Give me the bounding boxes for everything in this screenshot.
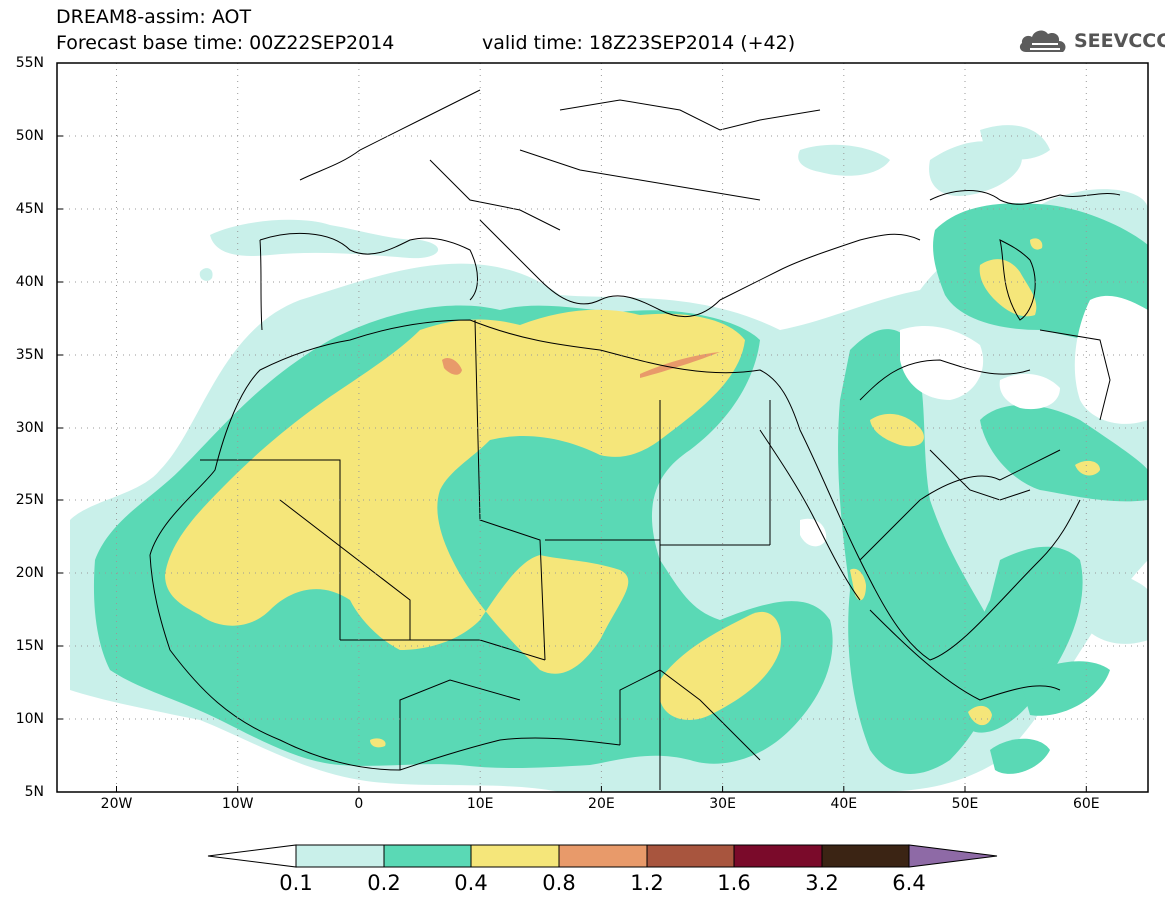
lat-label-30n: 30N — [15, 420, 44, 436]
lat-label-50n: 50N — [15, 128, 44, 144]
map-title: DREAM8-assim: AOT — [56, 6, 252, 28]
seevccc-logo: SEEVCCC — [1018, 22, 1165, 58]
colorbar-bin-4 — [558, 844, 648, 868]
colorbar-label-1.2: 1.2 — [630, 871, 664, 895]
logo-text: SEEVCCC — [1074, 30, 1165, 52]
colorbar-low-triangle — [207, 844, 297, 868]
lon-label-20w: 20W — [100, 796, 133, 812]
lat-label-25n: 25N — [15, 492, 44, 508]
colorbar-label-0.4: 0.4 — [454, 871, 488, 895]
aot-contours — [70, 125, 1148, 792]
colorbar-label-1.6: 1.6 — [717, 871, 751, 895]
colorbar — [207, 844, 998, 868]
colorbar-high-triangle — [908, 844, 998, 868]
lon-label-50e: 50E — [951, 796, 979, 812]
lon-label-10e: 10E — [466, 796, 494, 812]
colorbar-bin-6 — [733, 844, 823, 868]
colorbar-label-0.1: 0.1 — [279, 871, 313, 895]
colorbar-label-6.4: 6.4 — [892, 871, 926, 895]
lon-label-0: 0 — [354, 796, 364, 812]
axis-ticks — [57, 135, 1087, 792]
colorbar-label-0.8: 0.8 — [542, 871, 576, 895]
lat-label-35n: 35N — [15, 347, 44, 363]
colorbar-bin-3 — [470, 844, 560, 868]
colorbar-bin-7 — [821, 844, 910, 868]
colorbar-label-3.2: 3.2 — [805, 871, 839, 895]
coastlines-and-borders — [149, 89, 1121, 790]
cloud-icon — [1019, 30, 1066, 52]
lat-label-55n: 55N — [15, 55, 44, 71]
contour-below-0.1 — [800, 295, 1148, 547]
colorbar-label-0.2: 0.2 — [367, 871, 401, 895]
lon-label-10w: 10W — [221, 796, 254, 812]
lon-label-40e: 40E — [830, 796, 858, 812]
colorbar-bin-5 — [646, 844, 735, 868]
forecast-base-time: Forecast base time: 00Z22SEP2014 — [56, 32, 395, 54]
lon-label-30e: 30E — [709, 796, 736, 812]
lat-label-10n: 10N — [15, 711, 44, 727]
lat-label-20n: 20N — [15, 565, 44, 581]
lat-label-15n: 15N — [15, 638, 44, 654]
contour-0.8-1.2 — [442, 352, 720, 378]
lat-label-40n: 40N — [15, 274, 44, 290]
lon-label-60e: 60E — [1072, 796, 1100, 812]
colorbar-bin-1 — [295, 844, 385, 868]
valid-time: valid time: 18Z23SEP2014 (+42) — [482, 32, 796, 54]
colorbar-bin-2 — [383, 844, 472, 868]
map-frame — [56, 62, 1149, 793]
lon-label-20e: 20E — [588, 796, 615, 812]
lat-label-5n: 5N — [24, 784, 44, 800]
lat-label-45n: 45N — [15, 201, 44, 217]
